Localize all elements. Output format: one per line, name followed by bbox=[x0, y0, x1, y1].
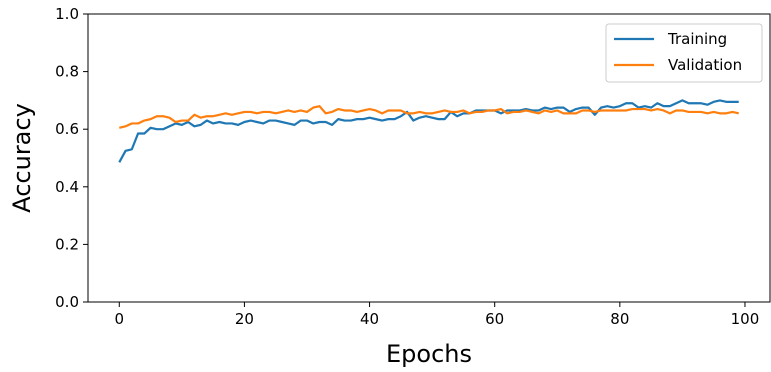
series-line-validation bbox=[119, 105, 739, 129]
legend: Training Validation bbox=[605, 23, 763, 83]
y-ticks: 0.0 0.2 0.4 0.6 0.8 1.0 bbox=[55, 5, 88, 311]
x-ticks: 0 20 40 60 80 100 bbox=[115, 302, 760, 328]
x-axis-label: Epochs bbox=[386, 340, 472, 368]
x-tick-label: 80 bbox=[610, 310, 629, 328]
y-axis-label: Accuracy bbox=[8, 103, 36, 213]
y-tick-label: 0.6 bbox=[55, 120, 79, 138]
legend-label-validation: Validation bbox=[668, 56, 742, 74]
y-tick-label: 1.0 bbox=[55, 5, 79, 23]
x-tick-label: 40 bbox=[360, 310, 379, 328]
x-tick-label: 0 bbox=[115, 310, 125, 328]
plot-frame bbox=[87, 13, 771, 303]
y-tick-label: 0.8 bbox=[55, 63, 79, 81]
x-tick-label: 100 bbox=[731, 310, 760, 328]
y-tick-label: 0.0 bbox=[55, 293, 79, 311]
y-tick-label: 0.4 bbox=[55, 178, 79, 196]
legend-label-training: Training bbox=[667, 30, 727, 48]
x-tick-label: 60 bbox=[485, 310, 504, 328]
x-tick-label: 20 bbox=[235, 310, 254, 328]
series-line-training bbox=[118, 99, 739, 163]
y-tick-label: 0.2 bbox=[55, 235, 79, 253]
axes-layer bbox=[87, 13, 771, 303]
series-layer bbox=[118, 99, 739, 163]
